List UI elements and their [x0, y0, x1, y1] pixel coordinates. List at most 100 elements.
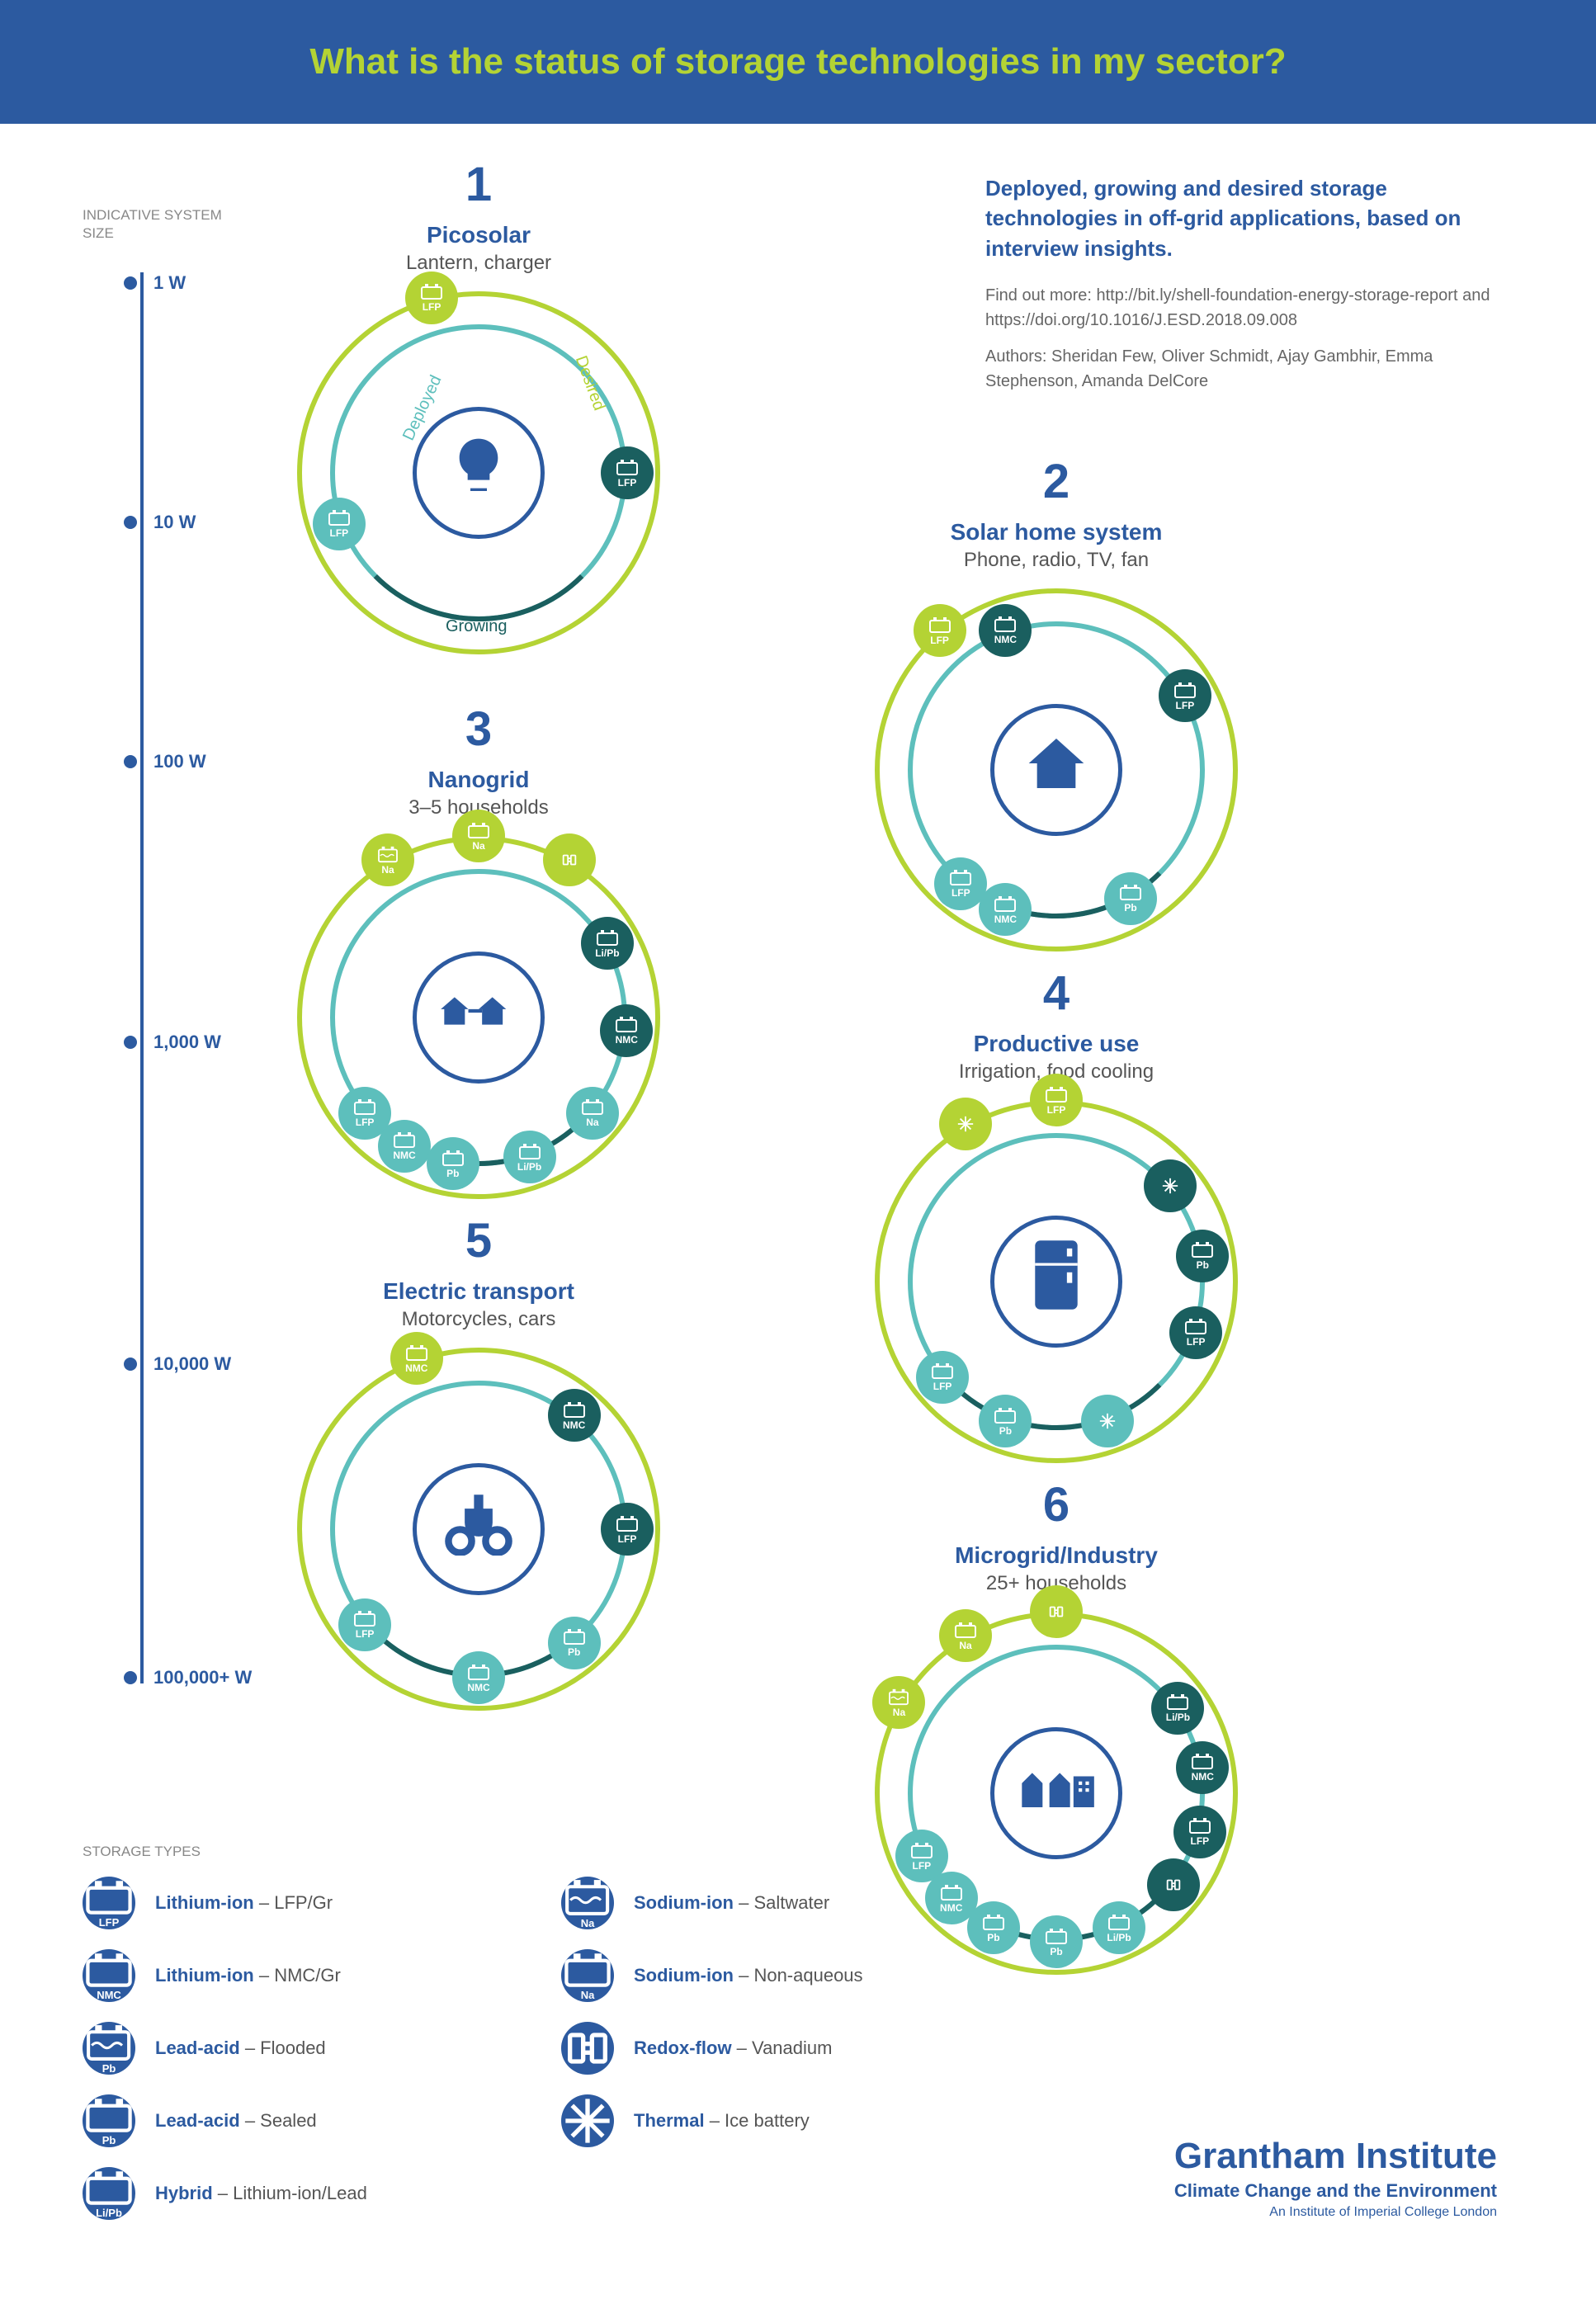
legend-text: Sodium-ion – Saltwater	[634, 1892, 829, 1914]
sector-num: 6	[825, 1477, 1287, 1532]
sector-title: Microgrid/Industry	[825, 1542, 1287, 1569]
legend-item: NMC Lithium-ion – NMC/Gr	[83, 1949, 512, 2002]
main-canvas: INDICATIVE SYSTEM SIZE 1 W 10 W 100 W 1,000…	[0, 124, 1596, 2269]
sector-num: 3	[248, 701, 710, 757]
info-headline: Deployed, growing and desired storage te…	[985, 173, 1497, 263]
sector-num: 4	[825, 966, 1287, 1021]
moto-icon	[441, 1490, 516, 1569]
pin-Li/Pb: Li/Pb	[1151, 1682, 1204, 1735]
legend-icon: Na	[561, 1949, 614, 2002]
footer-name: Grantham Institute	[1174, 2136, 1497, 2177]
sector-5: 5 Electric transport Motorcycles, cars LFP N…	[248, 1213, 710, 1675]
yaxis-tick: 1,000 W	[124, 1032, 221, 1053]
legend-label: STORAGE TYPES	[83, 1844, 990, 1860]
pin-LFP: LFP	[1030, 1074, 1083, 1126]
legend-item: Na Sodium-ion – Saltwater	[561, 1877, 990, 1929]
pin-NMC: NMC	[390, 1332, 443, 1385]
info-box: Deployed, growing and desired storage te…	[985, 173, 1497, 405]
legend-icon	[561, 2094, 614, 2147]
pin-Li/Pb: Li/Pb	[1093, 1901, 1145, 1954]
info-links: Find out more: http://bit.ly/shell-found…	[985, 283, 1497, 333]
sector-subtitle: Lantern, charger	[248, 252, 710, 275]
legend-item: Pb Lead-acid – Sealed	[83, 2094, 512, 2147]
pin-LFP: LFP	[601, 446, 654, 499]
yaxis-tick: 10 W	[124, 512, 196, 533]
legend-text: Thermal – Ice battery	[634, 2110, 810, 2132]
pin-LFP: LFP	[1169, 1306, 1222, 1359]
sector-num: 5	[248, 1213, 710, 1268]
yaxis-tick: 10,000 W	[124, 1353, 231, 1375]
pin-flow	[1030, 1585, 1083, 1638]
legend-text: Lead-acid – Flooded	[155, 2037, 326, 2059]
sector-2: 2 Solar home system Phone, radio, TV, fan L…	[825, 454, 1287, 916]
pin-LFP: LFP	[313, 498, 366, 550]
yaxis-tick: 100 W	[124, 751, 206, 772]
pin-flow	[1147, 1858, 1200, 1911]
pin-NMC: NMC	[548, 1389, 601, 1442]
footer-sub: An Institute of Imperial College London	[1174, 2205, 1497, 2220]
pin-Pb: Pb	[548, 1617, 601, 1669]
sector-subtitle: Motorcycles, cars	[248, 1308, 710, 1331]
center-icon-wrap	[990, 1216, 1122, 1348]
sector-title: Productive use	[825, 1031, 1287, 1057]
pin-Na~: Na	[872, 1676, 925, 1729]
sector-3: 3Nanogrid3–5 householdsLFPNMCPbLi/PbNaNM…	[248, 701, 710, 1164]
legend-text: Lithium-ion – NMC/Gr	[155, 1965, 341, 1986]
pin-LFP: LFP	[405, 272, 458, 324]
legend-text: Lithium-ion – LFP/Gr	[155, 1892, 333, 1914]
legend-icon	[561, 2022, 614, 2075]
footer-tag: Climate Change and the Environment	[1174, 2180, 1497, 2202]
legend-icon: Na	[561, 1877, 614, 1929]
sector-title: Solar home system	[825, 519, 1287, 545]
yaxis-tick: 100,000+ W	[124, 1667, 252, 1688]
page-title: What is the status of storage technologi…	[0, 41, 1596, 83]
fridge-icon	[1027, 1238, 1085, 1325]
pin-ice	[1144, 1159, 1197, 1212]
legend-item: Li/PbHybrid – Lithium-ion/Lead	[83, 2167, 512, 2220]
yaxis-tick: 1 W	[124, 272, 186, 294]
legend-item: Pb Lead-acid – Flooded	[83, 2022, 512, 2075]
pin-Na: Na	[566, 1087, 619, 1140]
pin-LFP: LFP	[916, 1351, 969, 1404]
legend: STORAGE TYPES LFP Lithium-ion – LFP/Gr Na S…	[83, 1844, 990, 2220]
legend-icon: NMC	[83, 1949, 135, 2002]
yaxis-label: INDICATIVE SYSTEM SIZE	[83, 206, 231, 243]
center-icon-wrap	[413, 407, 545, 539]
pin-LFP: LFP	[601, 1503, 654, 1556]
center-icon-wrap	[990, 704, 1122, 836]
houses-icon	[437, 982, 520, 1053]
legend-icon: Pb	[83, 2094, 135, 2147]
pin-NMC: NMC	[600, 1004, 653, 1057]
info-authors: Authors: Sheridan Few, Oliver Schmidt, A…	[985, 344, 1497, 394]
legend-icon: Li/Pb	[83, 2167, 135, 2220]
bulb-icon	[446, 433, 512, 512]
pin-Pb: Pb	[1104, 872, 1157, 925]
sector-title: Nanogrid	[248, 767, 710, 793]
pin-Li/Pb: Li/Pb	[503, 1131, 556, 1183]
sector-num: 1	[248, 157, 710, 212]
pin-Na: Na	[452, 810, 505, 862]
legend-icon: LFP	[83, 1877, 135, 1929]
pin-Pb: Pb	[1176, 1230, 1229, 1282]
center-icon-wrap	[413, 951, 545, 1084]
sector-subtitle: Phone, radio, TV, fan	[825, 549, 1287, 572]
pin-Li/Pb: Li/Pb	[581, 917, 634, 970]
center-icon-wrap	[413, 1463, 545, 1595]
pin-Pb: Pb	[1030, 1915, 1083, 1968]
pin-LFP: LFP	[1159, 669, 1211, 722]
sector-num: 2	[825, 454, 1287, 509]
sector-4: 4Productive useIrrigation, food coolingL…	[825, 966, 1287, 1428]
yaxis-block: INDICATIVE SYSTEM SIZE	[83, 206, 231, 267]
pin-NMC: NMC	[378, 1120, 431, 1173]
legend-item: Thermal – Ice battery	[561, 2094, 990, 2147]
legend-icon: Pb	[83, 2022, 135, 2075]
pin-Pb: Pb	[427, 1137, 479, 1190]
sector-title: Picosolar	[248, 222, 710, 248]
pin-LFP: LFP	[914, 604, 966, 657]
sector-title: Electric transport	[248, 1278, 710, 1305]
legend-text: Lead-acid – Sealed	[155, 2110, 317, 2132]
pin-ice	[1081, 1395, 1134, 1447]
pin-LFP: LFP	[338, 1598, 391, 1651]
pin-NMC: NMC	[452, 1651, 505, 1704]
legend-item: Redox-flow – Vanadium	[561, 2022, 990, 2075]
